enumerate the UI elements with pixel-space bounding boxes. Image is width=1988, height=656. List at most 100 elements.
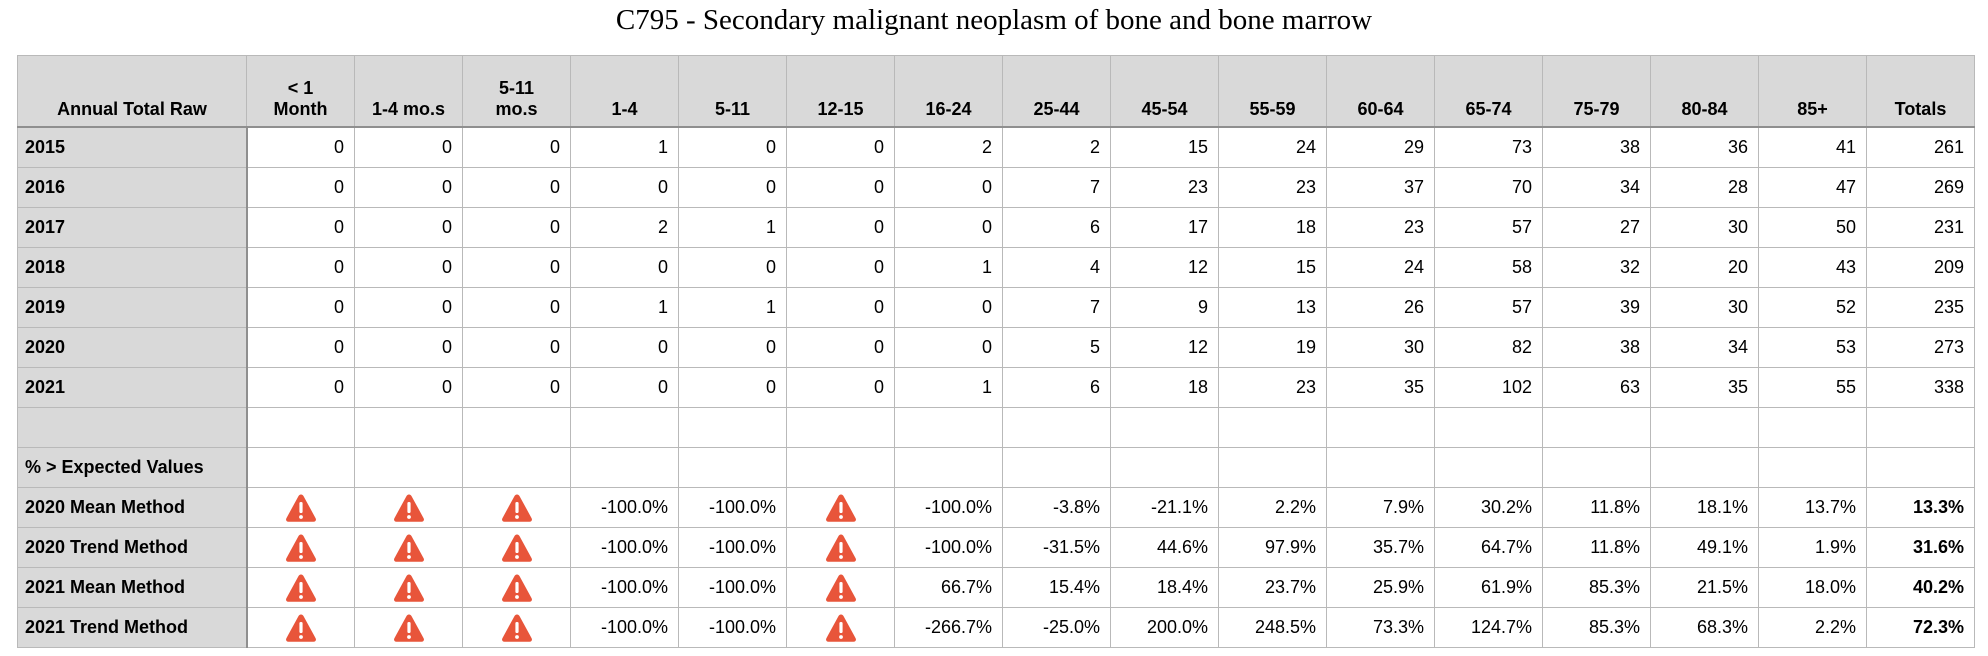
- row-label: 2018: [17, 247, 248, 288]
- table-cell: [1866, 407, 1975, 448]
- table-cell: 0: [786, 126, 895, 168]
- table-cell: [1218, 407, 1327, 448]
- table-cell: [894, 447, 1003, 488]
- table-cell: [1326, 407, 1435, 448]
- table-cell: 2.2%: [1758, 607, 1867, 648]
- table-cell: 15: [1218, 247, 1327, 288]
- row-label: 2021 Mean Method: [17, 567, 248, 608]
- table-cell: 5: [1002, 327, 1111, 368]
- table-cell: 0: [786, 167, 895, 208]
- table-cell: 15.4%: [1002, 567, 1111, 608]
- column-header: 12-15: [786, 55, 895, 128]
- warning-triangle-icon: [825, 574, 856, 602]
- table-cell: 97.9%: [1218, 527, 1327, 568]
- table-cell: 23: [1110, 167, 1219, 208]
- column-header-label: 1-4: [611, 99, 638, 119]
- table-cell: 0: [570, 247, 679, 288]
- row-label: 2019: [17, 287, 248, 328]
- row-label: 2021: [17, 367, 248, 408]
- table-row: 2021 0 0 0 0 0 0 1 6 18 23 35 102 63 35 55 338: [17, 367, 1975, 408]
- warning-cell: [786, 527, 895, 568]
- table-cell: 25.9%: [1326, 567, 1435, 608]
- table-cell: 66.7%: [894, 567, 1003, 608]
- table-cell: 0: [462, 126, 571, 168]
- table-cell: 0: [894, 207, 1003, 248]
- data-table: Annual Total Raw < 1 Month 1-4 mo.s 5-11 mo.s…: [17, 55, 1975, 648]
- table-cell: 2: [570, 207, 679, 248]
- table-cell: 0: [894, 287, 1003, 328]
- table-cell: -100.0%: [678, 607, 787, 648]
- warning-cell: [246, 567, 355, 608]
- table-cell: -100.0%: [570, 527, 679, 568]
- table-cell: 0: [894, 167, 1003, 208]
- table-cell: 209: [1866, 247, 1975, 288]
- table-cell: 47: [1758, 167, 1867, 208]
- table-cell: 338: [1866, 367, 1975, 408]
- table-cell: [786, 447, 895, 488]
- table-cell: [570, 407, 679, 448]
- table-cell: 124.7%: [1434, 607, 1543, 648]
- table-cell: 0: [462, 207, 571, 248]
- table-cell: 248.5%: [1218, 607, 1327, 648]
- table-cell: 7: [1002, 287, 1111, 328]
- table-cell: 0: [354, 126, 463, 168]
- table-cell: [1758, 407, 1867, 448]
- table-cell: 231: [1866, 207, 1975, 248]
- table-cell: 7.9%: [1326, 487, 1435, 528]
- table-cell: 24: [1326, 247, 1435, 288]
- warning-cell: [246, 487, 355, 528]
- table-cell: 23.7%: [1218, 567, 1327, 608]
- table-cell: 102: [1434, 367, 1543, 408]
- table-cell: 34: [1542, 167, 1651, 208]
- table-cell: 0: [462, 247, 571, 288]
- table-cell: -266.7%: [894, 607, 1003, 648]
- table-cell: 12: [1110, 327, 1219, 368]
- table-cell: [462, 447, 571, 488]
- table-cell: 12: [1110, 247, 1219, 288]
- table-cell: 0: [354, 167, 463, 208]
- column-header-label: Annual Total Raw: [57, 99, 207, 119]
- column-header: 55-59: [1218, 55, 1327, 128]
- table-cell: 7: [1002, 167, 1111, 208]
- column-header: 80-84: [1650, 55, 1759, 128]
- column-header-label: 60-64: [1357, 99, 1404, 119]
- table-cell: 0: [462, 367, 571, 408]
- table-cell: 0: [354, 367, 463, 408]
- table-cell: 57: [1434, 207, 1543, 248]
- table-cell: 32: [1542, 247, 1651, 288]
- table-cell: 0: [246, 287, 355, 328]
- table-cell: 35: [1650, 367, 1759, 408]
- warning-cell: [246, 607, 355, 648]
- table-cell: 13.3%: [1866, 487, 1975, 528]
- column-header: 25-44: [1002, 55, 1111, 128]
- table-cell: 0: [354, 247, 463, 288]
- warning-triangle-icon: [285, 574, 316, 602]
- column-header-label: 25-44: [1033, 99, 1080, 119]
- table-cell: 21.5%: [1650, 567, 1759, 608]
- column-header: 65-74: [1434, 55, 1543, 128]
- table-cell: [570, 447, 679, 488]
- table-cell: 0: [678, 327, 787, 368]
- table-cell: 35: [1326, 367, 1435, 408]
- table-cell: [1002, 447, 1111, 488]
- row-label: 2021 Trend Method: [17, 607, 248, 648]
- table-cell: 23: [1326, 207, 1435, 248]
- table-cell: 0: [354, 287, 463, 328]
- row-label: 2016: [17, 167, 248, 208]
- table-cell: [246, 407, 355, 448]
- table-cell: 27: [1542, 207, 1651, 248]
- table-cell: 0: [786, 247, 895, 288]
- table-cell: 11.8%: [1542, 487, 1651, 528]
- table-cell: 55: [1758, 367, 1867, 408]
- table-cell: 0: [678, 247, 787, 288]
- table-cell: 85.3%: [1542, 567, 1651, 608]
- column-header-label: 1-4 mo.s: [371, 99, 446, 119]
- warning-triangle-icon: [501, 494, 532, 522]
- table-cell: -100.0%: [678, 487, 787, 528]
- table-cell: 273: [1866, 327, 1975, 368]
- table-row: 2021 Trend Method -100.0% -100.0% -266.7% -2…: [17, 607, 1975, 648]
- table-cell: [462, 407, 571, 448]
- table-cell: 61.9%: [1434, 567, 1543, 608]
- table-cell: 200.0%: [1110, 607, 1219, 648]
- table-cell: 26: [1326, 287, 1435, 328]
